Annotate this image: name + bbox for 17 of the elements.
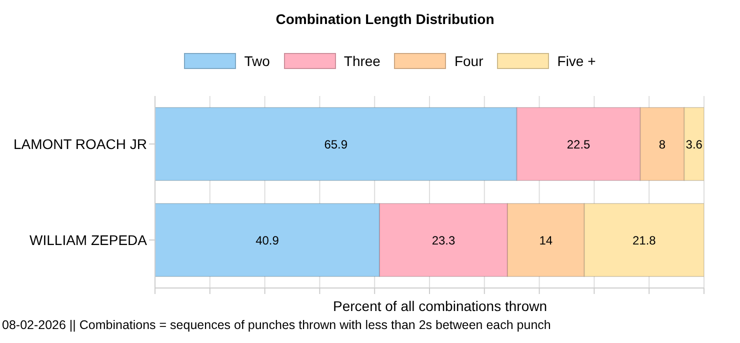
legend-label: Three bbox=[344, 53, 380, 69]
y-tick-label: LAMONT ROACH JR bbox=[13, 136, 147, 152]
data-label: 65.9 bbox=[324, 137, 348, 152]
data-label: 3.6 bbox=[686, 137, 703, 152]
chart-title: Combination Length Distribution bbox=[274, 10, 496, 29]
legend-label: Five + bbox=[557, 53, 596, 69]
data-label: 23.3 bbox=[432, 233, 456, 248]
y-tick-label: WILLIAM ZEPEDA bbox=[30, 232, 148, 248]
data-label: 8 bbox=[658, 137, 666, 152]
legend-label: Four bbox=[454, 53, 484, 69]
data-label: 40.9 bbox=[256, 233, 280, 248]
text: 08-02-2026 || Combinations = sequences of punches thrown with less than 2s between each punch bbox=[1, 318, 552, 332]
data-label: 21.8 bbox=[632, 233, 656, 248]
data-label: 14 bbox=[539, 233, 553, 248]
legend-label: Two bbox=[244, 53, 270, 69]
data-label: 22.5 bbox=[566, 137, 591, 152]
x-axis-title: Percent of all combinations thrown bbox=[332, 298, 548, 316]
